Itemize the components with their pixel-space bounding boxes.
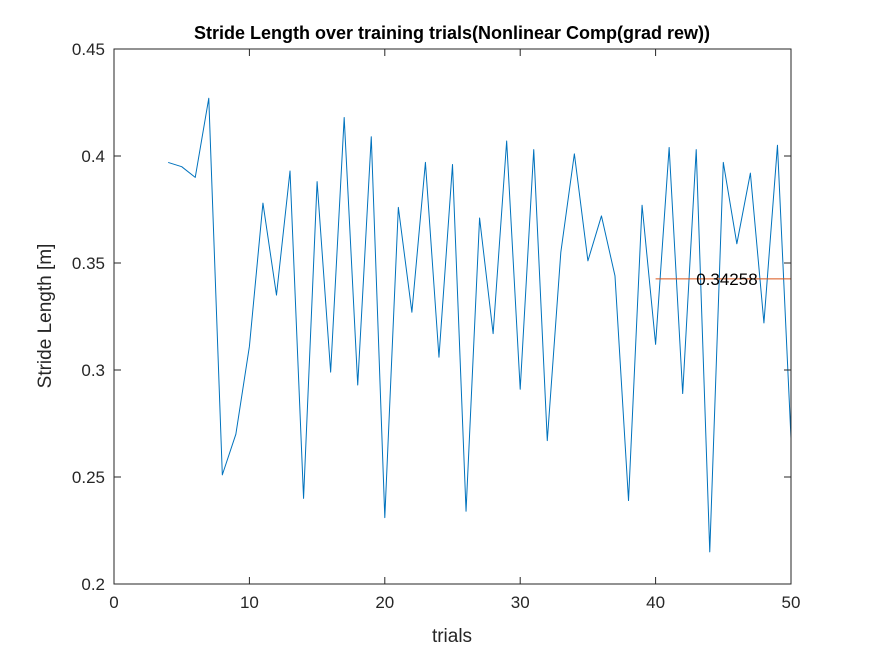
data-annotation-1: 0.34258 xyxy=(696,270,757,289)
y-tick-label: 0.45 xyxy=(72,40,105,59)
x-tick-label: 20 xyxy=(375,593,394,612)
axes-layer: 0 10 20 30 40 50 0.2 0.25 0.3 0.35 0.4 0.45 xyxy=(72,40,801,612)
y-tick-label: 0.3 xyxy=(81,361,105,380)
x-axis-label: trials xyxy=(432,626,472,647)
series-layer xyxy=(168,97,792,553)
x-tick-label: 10 xyxy=(240,593,259,612)
annotation-layer: 0.34258 xyxy=(696,270,757,289)
axes-box xyxy=(113,48,792,585)
y-tick-label: 0.35 xyxy=(72,254,105,273)
series-line-1 xyxy=(168,97,792,553)
x-tick-label: 30 xyxy=(511,593,530,612)
y-tick-label: 0.4 xyxy=(81,147,105,166)
y-tick-label: 0.25 xyxy=(72,468,105,487)
chart-title: Stride Length over training trials(Nonli… xyxy=(194,23,710,43)
x-tick-label: 0 xyxy=(109,593,118,612)
plot-area xyxy=(114,49,791,584)
x-tick-label: 50 xyxy=(782,593,801,612)
y-axis-label: Stride Length [m] xyxy=(35,244,56,389)
x-tick-label: 40 xyxy=(646,593,665,612)
y-tick-label: 0.2 xyxy=(81,575,105,594)
